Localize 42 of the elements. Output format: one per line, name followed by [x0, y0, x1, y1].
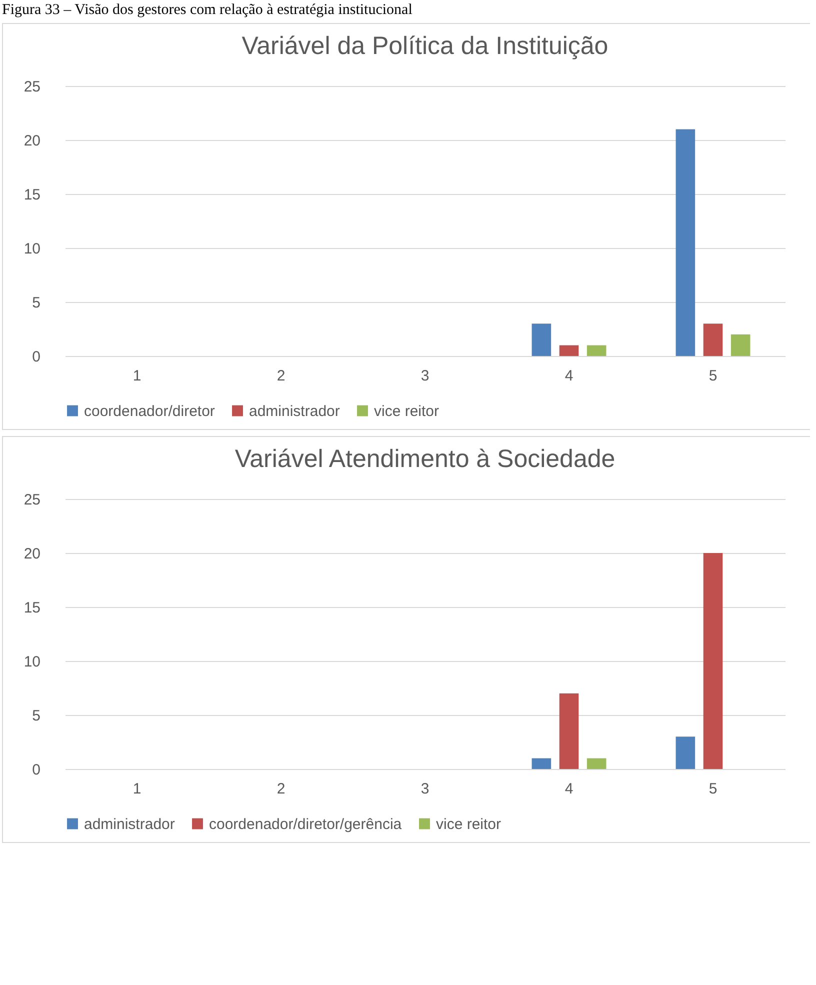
legend-label: coordenador/diretor/gerência [209, 816, 402, 833]
legend-label: vice reitor [374, 402, 440, 420]
legend-label: administrador [84, 816, 175, 833]
legend-label: administrador [249, 402, 340, 420]
bar [586, 345, 606, 356]
y-tick-label: 0 [32, 762, 40, 778]
y-tick-label: 20 [24, 546, 40, 562]
x-tick-label: 1 [132, 780, 142, 798]
bar [703, 324, 723, 356]
x-tick-label: 1 [132, 368, 142, 384]
chart-title: Variável Atendimento à Sociedade [234, 445, 616, 473]
x-tick-label: 5 [708, 780, 718, 798]
y-tick-label: 5 [32, 294, 40, 312]
y-tick-label: 15 [24, 186, 40, 204]
x-tick-label: 4 [564, 780, 574, 798]
y-tick-label: 5 [32, 708, 40, 724]
y-tick-label: 15 [24, 600, 40, 616]
bar [532, 758, 552, 769]
x-tick-label: 5 [708, 368, 718, 384]
y-tick-label: 10 [24, 654, 40, 670]
y-tick-label: 10 [24, 240, 40, 258]
bar [676, 736, 696, 769]
y-tick-label: 0 [32, 348, 40, 366]
x-tick-label: 4 [564, 368, 574, 384]
text: Figura 33 – Visão dos gestores com relação à estratégia institucional [1, 1, 414, 20]
x-tick-label: 2 [276, 368, 286, 384]
x-tick-label: 3 [420, 368, 430, 384]
bar [703, 553, 723, 769]
bar [586, 758, 606, 769]
bar [559, 345, 579, 356]
x-tick-label: 3 [420, 780, 430, 798]
bar [730, 334, 750, 356]
x-tick-label: 2 [276, 780, 286, 798]
y-tick-label: 20 [24, 132, 40, 150]
y-tick-label: 25 [24, 78, 40, 96]
legend-label: vice reitor [436, 816, 502, 833]
chart-title: Variável da Política da Instituição [242, 32, 608, 60]
legend-label: coordenador/diretor [84, 402, 215, 420]
bar [676, 129, 696, 356]
bar [559, 693, 579, 769]
bar [532, 324, 552, 356]
y-tick-label: 25 [24, 492, 40, 508]
